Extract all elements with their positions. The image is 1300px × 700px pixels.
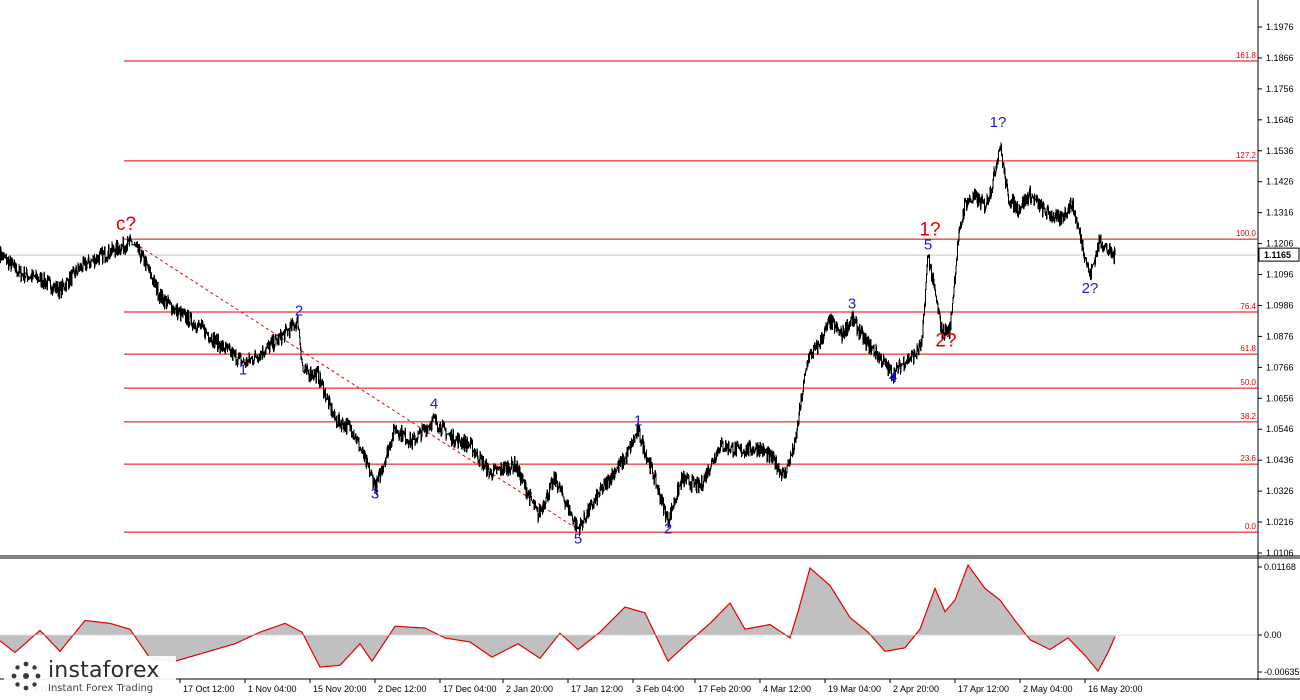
wave-label: 5: [924, 236, 932, 253]
wave-label: 1?: [919, 219, 940, 240]
wave-label: 2: [664, 521, 672, 538]
oscillator-tick-label: 0.00: [1264, 630, 1282, 640]
wave-label: 3: [371, 485, 379, 502]
wave-label: 1: [634, 412, 642, 429]
fib-label: 23.6: [1240, 454, 1256, 463]
time-tick-label: 17 Dec 04:00: [443, 684, 497, 694]
price-tick-label: 1.0326: [1266, 486, 1294, 496]
wave-label: 2?: [1082, 280, 1099, 297]
price-tick-label: 1.1536: [1266, 146, 1294, 156]
fib-label: 61.8: [1240, 344, 1256, 353]
time-tick-label: 19 Mar 04:00: [828, 684, 881, 694]
fib-label: 76.4: [1240, 302, 1256, 311]
wave-label: 2?: [935, 331, 956, 352]
wave-label: 2: [295, 303, 303, 320]
price-tick-label: 1.1866: [1266, 53, 1294, 63]
fib-label: 0.0: [1245, 522, 1257, 531]
time-tick-label: 17 Jan 12:00: [571, 684, 623, 694]
price-tick-label: 1.1426: [1266, 177, 1294, 187]
fibonacci-levels: 161.8 127.2 100.0 76.4 61.8 50.0 38.2 23.6 0.0: [124, 51, 1258, 533]
time-tick-label: 1 Nov 04:00: [248, 684, 297, 694]
time-tick-label: 2 May 04:00: [1023, 684, 1073, 694]
time-tick-label: 2 Apr 20:00: [893, 684, 939, 694]
oscillator-histogram: [0, 565, 1116, 672]
price-tick-label: 1.1756: [1266, 84, 1294, 94]
wave-label: 4: [430, 395, 438, 412]
wave-label: 1?: [990, 114, 1007, 131]
price-tick-label: 1.0216: [1266, 517, 1294, 527]
price-tick-label: 1.0986: [1266, 300, 1294, 310]
fib-label: 38.2: [1240, 412, 1256, 421]
price-tick-label: 1.0656: [1266, 393, 1294, 403]
current-price-label: 1.1165: [1264, 250, 1291, 260]
current-price-badge: [1258, 247, 1300, 262]
price-axis: 1.1976 1.1866 1.1756 1.1646 1.1536 1.1426 1.13…: [1258, 22, 1294, 558]
fib-label: 161.8: [1236, 51, 1257, 60]
oscillator-tick-label: -0.00635: [1264, 667, 1300, 677]
time-tick-label: 4 Mar 12:00: [763, 684, 811, 694]
time-tick-label: 16 May 20:00: [1088, 684, 1143, 694]
price-tick-label: 1.1206: [1266, 239, 1294, 249]
brand-name: instaforex: [48, 658, 160, 683]
price-series: [0, 142, 1116, 537]
price-tick-label: 1.0766: [1266, 362, 1294, 372]
time-tick-label: 3 Feb 04:00: [636, 684, 684, 694]
oscillator-axis: 0.01168 0.00 -0.00635: [1258, 562, 1300, 677]
time-tick-label: 17 Feb 20:00: [698, 684, 751, 694]
time-tick-label: 17 Apr 12:00: [958, 684, 1009, 694]
price-tick-label: 1.1976: [1266, 22, 1294, 32]
oscillator-tick-label: 0.01168: [1264, 562, 1296, 572]
time-tick-label: 2 Jan 20:00: [506, 684, 553, 694]
price-tick-label: 1.1096: [1266, 270, 1294, 280]
price-tick-label: 1.1646: [1266, 115, 1294, 125]
price-tick-label: 1.0546: [1266, 424, 1294, 434]
price-tick-label: 1.1316: [1266, 208, 1294, 218]
wave-label: 3: [848, 296, 856, 313]
instaforex-logo-icon: [11, 661, 41, 691]
brand-tagline: Instant Forex Trading: [48, 683, 154, 694]
time-tick-label: 2 Dec 12:00: [378, 684, 427, 694]
time-tick-label: 17 Oct 12:00: [183, 684, 235, 694]
wave-label: 5: [574, 530, 582, 547]
wave-label: 1: [239, 362, 247, 379]
wave-label: c?: [116, 214, 136, 235]
oscillator-signal-line: [0, 563, 1116, 673]
price-tick-label: 1.0436: [1266, 455, 1294, 465]
fib-label: 127.2: [1236, 151, 1257, 160]
price-tick-label: 1.0876: [1266, 331, 1294, 341]
fib-label: 50.0: [1240, 378, 1256, 387]
trend-line: [139, 246, 579, 530]
brand-watermark: instaforex Instant Forex Trading: [4, 656, 176, 696]
time-tick-label: 15 Nov 20:00: [313, 684, 367, 694]
price-tick-label: 1.0106: [1266, 548, 1294, 558]
wave-label: 4: [889, 369, 897, 386]
fib-label: 100.0: [1236, 229, 1257, 238]
